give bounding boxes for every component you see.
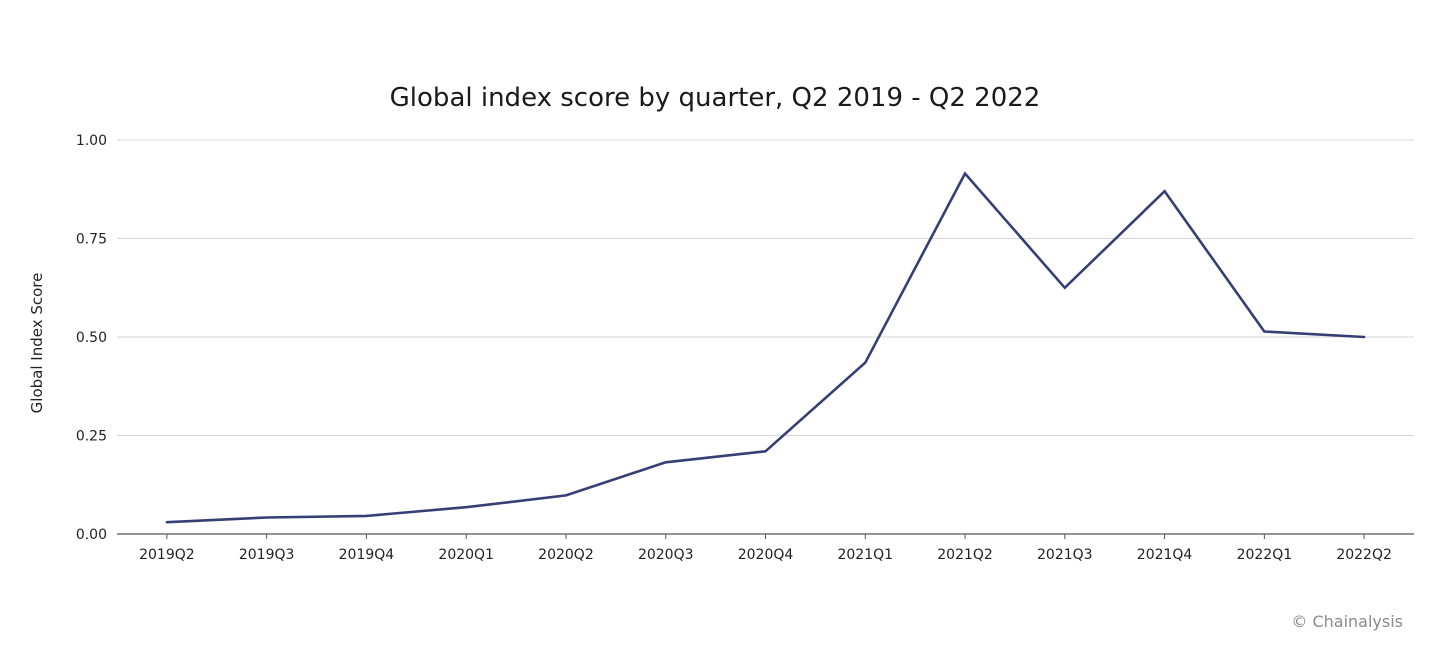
data-point [1162, 188, 1168, 194]
data-point [264, 514, 270, 520]
x-tick-label: 2019Q2 [139, 547, 195, 563]
data-point [663, 459, 669, 465]
y-tick-label: 1.00 [76, 133, 107, 149]
data-point [962, 170, 968, 176]
y-tick-label: 0.00 [76, 527, 107, 543]
x-tick-labels: 2019Q2 2019Q3 2019Q4 2020Q1 2020Q2 2020Q3 2020… [139, 534, 1392, 563]
chart-title: Global index score by quarter, Q2 2019 -… [390, 83, 1041, 113]
y-tick-label: 0.50 [76, 330, 107, 346]
x-tick-label: 2021Q2 [937, 547, 993, 563]
x-tick-label: 2021Q3 [1037, 547, 1093, 563]
x-tick-label: 2020Q4 [738, 547, 794, 563]
y-axis-label: Global Index Score [28, 273, 46, 414]
x-tick-label: 2020Q1 [438, 547, 494, 563]
x-tick-label: 2020Q3 [638, 547, 694, 563]
data-point [363, 513, 369, 519]
chainalysis-credit: © Chainalysis [1291, 612, 1403, 631]
data-point [1062, 285, 1068, 291]
data-point [862, 360, 868, 366]
x-tick-label: 2019Q4 [339, 547, 395, 563]
data-point [563, 492, 569, 498]
y-tick-label: 0.75 [76, 232, 107, 248]
gridlines [117, 139, 1414, 436]
x-tick-label: 2022Q2 [1336, 547, 1392, 563]
data-point [164, 519, 170, 525]
x-tick-label: 2019Q3 [239, 547, 295, 563]
x-tick-label: 2021Q1 [837, 547, 893, 563]
x-tick-label: 2022Q1 [1237, 547, 1293, 563]
x-tick-label: 2020Q2 [538, 547, 594, 563]
data-point [463, 504, 469, 510]
y-tick-labels: 0.00 0.25 0.50 0.75 1.00 [76, 133, 107, 543]
y-tick-label: 0.25 [76, 429, 107, 445]
data-point [1361, 334, 1367, 340]
series-line [165, 171, 1366, 524]
x-tick-label: 2021Q4 [1137, 547, 1193, 563]
data-point [763, 448, 769, 454]
data-point [1261, 328, 1267, 334]
series-lines [164, 170, 1367, 525]
